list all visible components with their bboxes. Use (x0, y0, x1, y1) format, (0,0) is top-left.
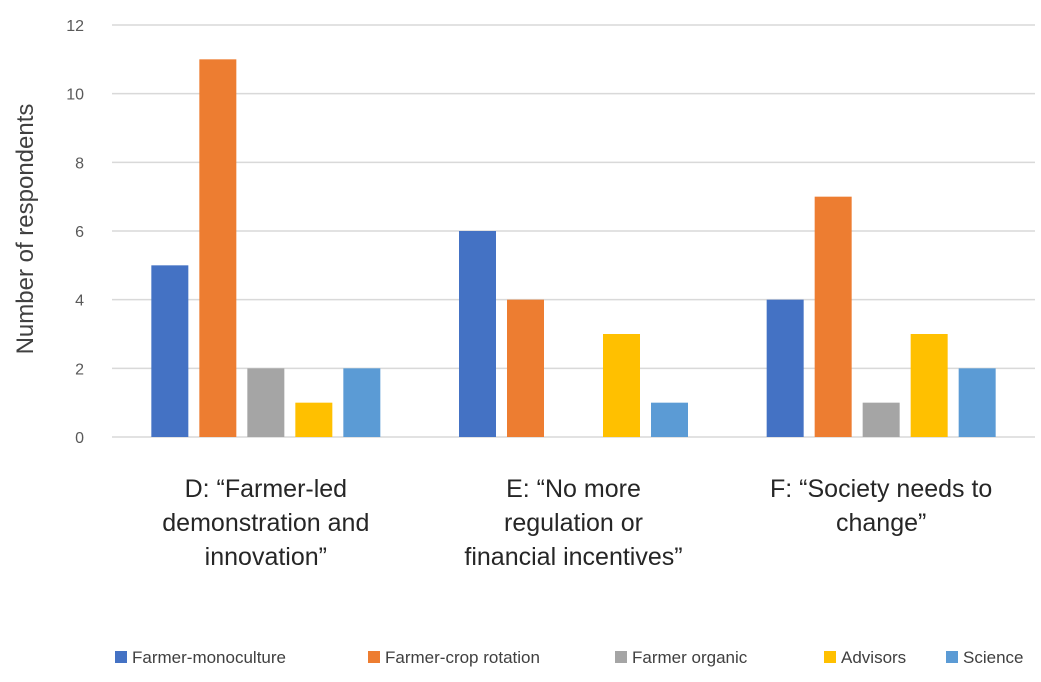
bar (199, 59, 237, 437)
category-labels: D: “Farmer-led demonstration and innovatio… (162, 475, 992, 571)
bar (343, 368, 381, 437)
bar (958, 368, 996, 437)
bar (507, 299, 544, 437)
category-label: F: “Society needs to change” (770, 475, 992, 537)
legend-swatch (115, 651, 127, 663)
y-tick-label: 6 (75, 224, 84, 241)
bar (651, 402, 688, 437)
legend-label: Farmer-monoculture (132, 648, 286, 667)
legend-label: Advisors (841, 648, 906, 667)
legend-swatch (824, 651, 836, 663)
legend-label: Science (963, 648, 1023, 667)
legend: Farmer-monoculture Farmer-crop rotation Fa… (115, 648, 1023, 667)
bar (295, 402, 333, 437)
category-label: E: “No more regulation or financial incent… (464, 475, 682, 571)
y-tick-label: 8 (75, 155, 84, 172)
bar (247, 368, 285, 437)
legend-label: Farmer organic (632, 648, 748, 667)
bar (603, 334, 640, 437)
y-tick-label: 2 (75, 361, 84, 378)
legend-swatch (615, 651, 627, 663)
legend-swatch (946, 651, 958, 663)
bar (151, 265, 189, 437)
bar (910, 334, 948, 437)
y-axis-title: Number of respondents (12, 104, 39, 355)
y-tick-label: 4 (75, 293, 84, 310)
y-axis-ticks: 0 2 4 6 8 10 12 (66, 18, 84, 447)
y-tick-label: 10 (66, 87, 84, 104)
legend-swatch (368, 651, 380, 663)
y-tick-label: 12 (66, 18, 84, 35)
legend-label: Farmer-crop rotation (385, 648, 540, 667)
bar (814, 196, 852, 437)
category-label: D: “Farmer-led demonstration and innovatio… (162, 475, 369, 571)
bar (766, 299, 804, 437)
bars (151, 59, 996, 437)
y-tick-label: 0 (75, 430, 84, 447)
bar (459, 231, 496, 437)
bar (862, 402, 900, 437)
